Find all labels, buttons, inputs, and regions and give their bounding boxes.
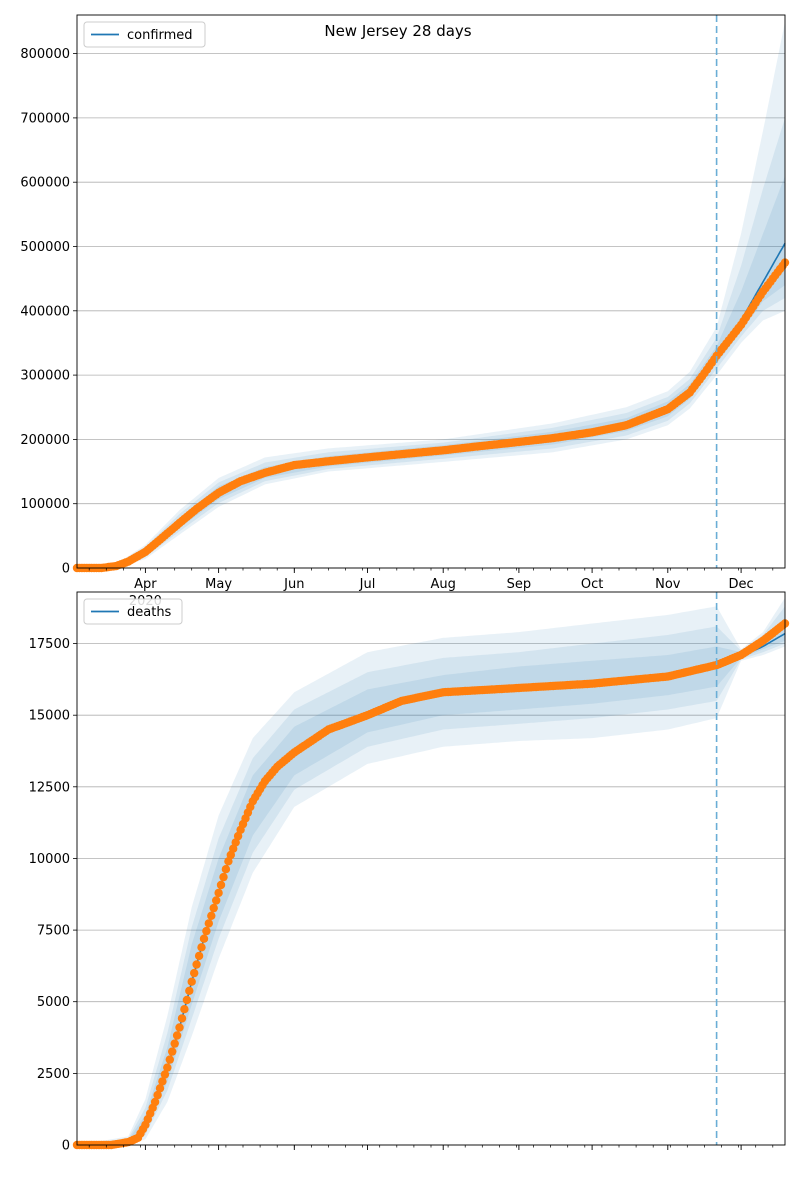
observed-point [204, 919, 213, 928]
deaths-panel: 0 2500 5000 7500 10000 12500 15000 17500 deaths [29, 591, 790, 1154]
legend-box [83, 598, 183, 625]
observed-point [199, 934, 209, 943]
plot-frame [76, 14, 786, 569]
observed-point [229, 844, 238, 853]
y-tick-label: 10000 [29, 852, 70, 867]
observed-point [185, 986, 194, 995]
observed-point [163, 1063, 172, 1072]
y-tick-label: 0 [62, 1139, 70, 1154]
observed-point [194, 951, 204, 961]
observed-point [182, 995, 192, 1005]
observed-point [214, 888, 223, 898]
y-tick-label: 400000 [20, 304, 70, 319]
legend: confirmed [83, 21, 206, 48]
x-tick-label: Dec [729, 577, 754, 592]
y-tick-label: 800000 [20, 47, 70, 62]
y-tick-label: 600000 [20, 176, 70, 191]
observed-point [209, 903, 218, 913]
observed-point [226, 850, 235, 860]
legend: deaths [83, 598, 183, 625]
x-tick-label: Apr [134, 577, 157, 592]
observed-point [165, 1055, 174, 1064]
y-tick-label: 15000 [29, 709, 70, 724]
legend-box [83, 21, 206, 48]
y-tick-label: 0 [62, 562, 70, 577]
y-tick-label: 500000 [20, 240, 70, 255]
observed-point [190, 968, 199, 978]
observed-point [158, 1077, 167, 1086]
x-tick-label: Oct [581, 577, 603, 592]
observed-point [153, 1090, 162, 1100]
observed-point [219, 872, 228, 882]
observed-point [170, 1039, 179, 1048]
x-tick-label: Jul [359, 577, 376, 592]
observed-point [231, 838, 240, 847]
observed-point [168, 1047, 177, 1056]
y-tick-label: 7500 [37, 924, 70, 939]
y-tick-label: 2500 [37, 1067, 70, 1082]
observed-point [207, 911, 216, 920]
chart-title: New Jersey 28 days [324, 22, 471, 40]
confidence-band [77, 117, 785, 569]
observed-point [180, 1005, 189, 1014]
y-tick-label: 200000 [20, 433, 70, 448]
observed-point [233, 831, 243, 841]
x-tick-label: Sep [507, 577, 532, 592]
confidence-band [77, 597, 785, 1145]
x-tick-label: Jun [283, 577, 304, 592]
y-tick-label: 17500 [29, 637, 70, 652]
legend-label: confirmed [127, 28, 193, 43]
confidence-band [77, 21, 785, 568]
confidence-band [77, 606, 785, 1145]
y-tick-label: 700000 [20, 111, 70, 126]
observed-point [155, 1084, 165, 1093]
x-tick-label: Aug [431, 577, 456, 592]
y-tick-label: 12500 [29, 780, 70, 795]
observed-point [197, 943, 206, 952]
legend-label: deaths [127, 605, 172, 620]
observed-point [187, 977, 196, 986]
x-tick-label: May [205, 577, 232, 592]
observed-point [192, 960, 201, 969]
observed-point [160, 1070, 170, 1079]
observed-point [224, 857, 233, 866]
observed-point [212, 896, 221, 905]
y-tick-label: 5000 [37, 995, 70, 1010]
observed-point [221, 865, 231, 874]
observed-point [175, 1023, 184, 1032]
confidence-band [77, 617, 785, 1145]
observed-point [202, 926, 211, 936]
observed-point [150, 1097, 160, 1107]
confirmed-panel: 0 100000 200000 300000 400000 500000 600000 700… [20, 14, 790, 609]
y-tick-label: 300000 [20, 369, 70, 384]
observed-point [216, 880, 226, 890]
x-tick-label: Nov [655, 577, 681, 592]
observed-point [177, 1014, 187, 1023]
y-tick-label: 100000 [20, 497, 70, 512]
observed-point [172, 1031, 182, 1040]
